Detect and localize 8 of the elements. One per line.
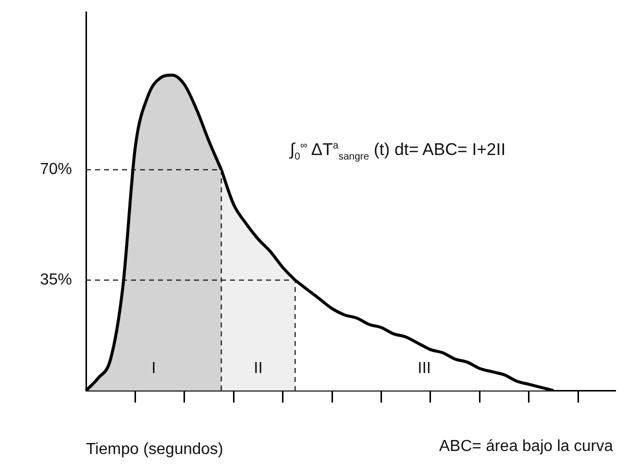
series-label: III: [418, 360, 431, 378]
ref-line-label: 70%: [40, 161, 72, 178]
series-label: I: [151, 360, 156, 378]
series-label: II: [254, 360, 263, 378]
text: ABC= área bajo la curva: [439, 438, 613, 456]
ref-line-label: 35%: [40, 272, 72, 289]
x-axis-title: Tiempo (segundos): [86, 440, 224, 458]
annotation: ∫$_{0}$$^{∞}$ ΔT$^{a}$$_{sangre}$ (t) dt= ABC= I+2II: [290, 140, 506, 162]
